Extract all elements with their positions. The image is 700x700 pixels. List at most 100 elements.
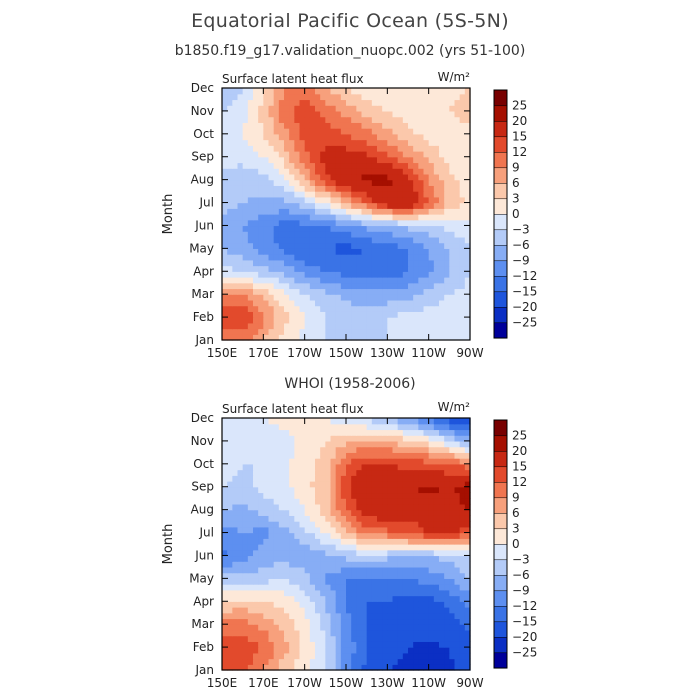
heatmap-cell	[408, 607, 414, 614]
heatmap-cell	[227, 173, 233, 181]
heatmap-cell	[258, 179, 264, 186]
heatmap-cell	[227, 566, 233, 574]
heatmap-cell	[444, 214, 450, 221]
heatmap-cell	[444, 429, 450, 436]
heatmap-cell	[299, 185, 306, 192]
heatmap-cell	[273, 265, 280, 272]
heatmap-cell	[449, 162, 456, 169]
heatmap-cell	[315, 475, 321, 482]
heatmap-cell	[366, 271, 373, 278]
heatmap-cell	[247, 612, 254, 620]
heatmap-cell	[253, 277, 259, 284]
heatmap-cell	[459, 334, 466, 341]
heatmap-cell	[346, 328, 352, 335]
heatmap-cell	[423, 503, 430, 511]
heatmap-cell	[330, 538, 337, 545]
heatmap-cell	[351, 282, 357, 290]
heatmap-cell	[227, 254, 233, 261]
heatmap-cell	[247, 191, 254, 198]
heatmap-cell	[258, 168, 264, 175]
heatmap-cell	[464, 231, 471, 238]
heatmap-cell	[278, 173, 285, 181]
heatmap-cell	[294, 225, 301, 232]
heatmap-cell	[366, 652, 373, 660]
heatmap-cell	[464, 584, 471, 591]
heatmap-cell	[423, 294, 430, 301]
heatmap-cell	[227, 265, 233, 272]
heatmap-cell	[315, 481, 321, 488]
heatmap-cell	[258, 469, 264, 476]
heatmap-cell	[371, 294, 378, 301]
heatmap-cell	[361, 334, 368, 341]
heatmap-cell	[284, 503, 290, 511]
heatmap-cell	[428, 664, 435, 671]
heatmap-cell	[258, 521, 264, 528]
heatmap-cell	[428, 652, 435, 660]
heatmap-cell	[428, 475, 435, 482]
heatmap-cell	[340, 503, 347, 511]
heatmap-cell	[227, 561, 233, 568]
heatmap-cell	[289, 624, 295, 631]
heatmap-cell	[289, 145, 295, 152]
heatmap-cell	[387, 162, 394, 169]
heatmap-cell	[309, 259, 316, 267]
colorbar-swatch	[493, 621, 508, 638]
heatmap-cell	[377, 463, 383, 471]
heatmap-cell	[413, 214, 419, 221]
heatmap-cell	[237, 423, 244, 431]
heatmap-cell	[325, 532, 332, 539]
heatmap-cell	[351, 515, 357, 522]
heatmap-cell	[299, 589, 306, 597]
heatmap-cell	[423, 88, 430, 95]
heatmap-cell	[278, 334, 285, 341]
heatmap-cell	[382, 618, 388, 625]
heatmap-cell	[464, 503, 471, 511]
heatmap-cell	[439, 322, 445, 330]
heatmap-cell	[253, 521, 259, 528]
heatmap-cell	[428, 122, 435, 129]
heatmap-cell	[315, 248, 321, 255]
heatmap-cell	[242, 635, 249, 642]
x-tick-label: 150W	[329, 676, 364, 690]
heatmap-cell	[366, 532, 373, 539]
heatmap-cell	[330, 446, 337, 453]
heatmap-cell	[459, 225, 466, 232]
heatmap-cell	[402, 526, 409, 534]
heatmap-cell	[423, 664, 430, 671]
heatmap-cell	[335, 151, 342, 158]
heatmap-cell	[413, 532, 419, 539]
heatmap-cell	[335, 202, 342, 209]
heatmap-cell	[304, 328, 311, 335]
heatmap-cell	[366, 128, 373, 135]
heatmap-cell	[242, 515, 249, 522]
heatmap-cell	[258, 231, 264, 238]
heatmap-cell	[346, 128, 352, 135]
heatmap-cell	[273, 168, 280, 175]
colorbar-label: 25	[512, 99, 527, 113]
heatmap-cell	[387, 185, 394, 192]
heatmap-cell	[273, 259, 280, 267]
heatmap-cell	[382, 151, 388, 158]
heatmap-cell	[289, 231, 295, 238]
heatmap-cell	[289, 509, 295, 516]
heatmap-cell	[330, 647, 337, 654]
heatmap-cell	[351, 105, 357, 112]
heatmap-cell	[335, 503, 342, 511]
heatmap-cell	[402, 566, 409, 574]
heatmap-cell	[320, 647, 326, 654]
heatmap-cell	[351, 521, 357, 528]
heatmap-cell	[402, 629, 409, 637]
heatmap-cell	[418, 116, 425, 123]
heatmap-cell	[278, 231, 285, 238]
heatmap-cell	[289, 538, 295, 545]
heatmap-cell	[304, 133, 311, 141]
heatmap-cell	[309, 624, 316, 631]
heatmap-cell	[325, 219, 332, 227]
heatmap-cell	[278, 458, 285, 465]
heatmap-cell	[232, 498, 239, 505]
heatmap-cell	[356, 618, 363, 625]
heatmap-cell	[232, 162, 239, 169]
heatmap-cell	[397, 151, 404, 158]
heatmap-cell	[413, 242, 419, 249]
heatmap-cell	[413, 492, 419, 499]
